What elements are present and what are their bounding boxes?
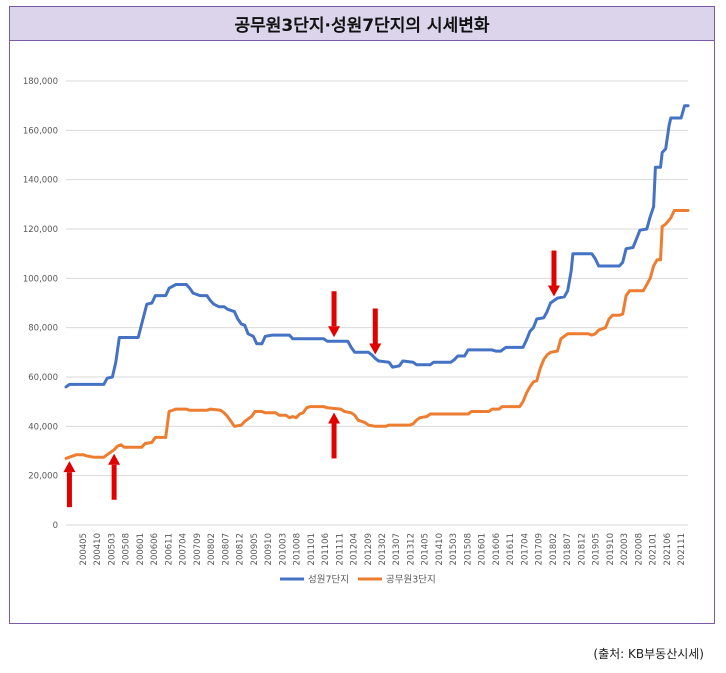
red-arrow-down [547, 250, 560, 297]
grid [66, 80, 688, 526]
x-tick-label: 200410 [93, 533, 103, 565]
x-tick-label: 202003 [620, 533, 630, 565]
y-tick-label: 40,000 [28, 422, 58, 432]
x-tick-label: 200601 [136, 533, 146, 565]
x-tick-label: 201204 [350, 533, 360, 565]
x-tick-label: 201101 [307, 533, 317, 565]
legend-item-gongmuwon3: 공무원3단지 [358, 575, 436, 586]
title-bar: 공무원3단지·성원7단지의 시세변화 [10, 7, 714, 41]
x-tick-label: 200802 [207, 533, 217, 565]
x-tick-label: 201802 [549, 533, 559, 565]
y-tick-label: 100,000 [23, 274, 58, 284]
x-tick-label: 201812 [577, 533, 587, 565]
y-axis: 0 20,000 40,000 60,000 80,000 100,000 120,000 1… [23, 77, 58, 531]
series-group [64, 104, 690, 460]
y-tick-label: 160,000 [23, 126, 58, 136]
series-line-seongwon7 [64, 104, 690, 389]
x-tick-label: 200905 [250, 533, 260, 565]
x-tick-label: 201008 [293, 533, 303, 565]
x-tick-label: 200807 [221, 533, 231, 565]
x-tick-label: 201606 [492, 533, 502, 565]
x-tick-label: 201508 [463, 533, 473, 565]
red-arrow-up [328, 412, 341, 459]
x-tick-label: 201709 [535, 533, 545, 565]
x-tick-label: 200508 [122, 533, 132, 565]
x-tick-label: 200910 [264, 533, 274, 565]
x-tick-label: 201601 [478, 533, 488, 565]
x-tick-label: 201003 [278, 533, 288, 565]
y-tick-label: 140,000 [23, 176, 58, 186]
red-arrow-up [108, 453, 121, 500]
x-tick-label: 200709 [193, 533, 203, 565]
y-tick-label: 0 [53, 521, 58, 531]
series-line-gongmuwon3 [64, 209, 690, 460]
legend-label: 성원7단지 [308, 575, 349, 586]
red-arrow-down [328, 291, 341, 338]
x-tick-label: 201910 [606, 533, 616, 565]
red-arrow-up [63, 461, 76, 508]
x-tick-label: 200503 [107, 533, 117, 565]
y-tick-label: 60,000 [28, 373, 58, 383]
source-note: (출처: KB부동산시세) [593, 647, 704, 661]
x-tick-label: 200704 [179, 533, 189, 565]
x-tick-label: 201312 [406, 533, 416, 565]
x-tick-label: 200405 [79, 533, 89, 565]
x-tick-label: 201106 [321, 533, 331, 565]
x-tick-label: 201209 [364, 533, 374, 565]
x-tick-label: 201410 [435, 533, 445, 565]
x-tick-label: 201405 [421, 533, 431, 565]
x-tick-label: 202008 [634, 533, 644, 565]
y-tick-label: 180,000 [23, 77, 58, 87]
y-tick-label: 120,000 [23, 225, 58, 235]
legend-label: 공무원3단지 [386, 575, 436, 586]
x-tick-label: 201307 [392, 533, 402, 565]
x-tick-label: 200606 [150, 533, 160, 565]
x-axis: 200405 200410 200503 200508 200601 200606 2006… [79, 533, 687, 565]
legend: 성원7단지 공무원3단지 [280, 575, 436, 586]
x-tick-label: 201704 [520, 533, 530, 565]
x-tick-label: 201611 [506, 533, 516, 565]
annotation-arrows [63, 250, 560, 508]
legend-item-seongwon7: 성원7단지 [280, 575, 349, 586]
red-arrow-down [369, 308, 382, 355]
x-tick-label: 202106 [663, 533, 673, 565]
x-tick-label: 200611 [164, 533, 174, 565]
y-tick-label: 80,000 [28, 324, 58, 334]
x-tick-label: 201503 [449, 533, 459, 565]
x-tick-label: 200812 [236, 533, 246, 565]
chart-frame: 공무원3단지·성원7단지의 시세변화 [9, 6, 715, 624]
x-tick-label: 201111 [335, 533, 345, 565]
x-tick-label: 202101 [649, 533, 659, 565]
y-tick-label: 20,000 [28, 472, 58, 482]
chart-title: 공무원3단지·성원7단지의 시세변화 [234, 16, 490, 36]
x-tick-label: 201302 [378, 533, 388, 565]
x-tick-label: 201807 [563, 533, 573, 565]
x-tick-label: 202111 [677, 533, 687, 565]
x-tick-label: 201905 [592, 533, 602, 565]
